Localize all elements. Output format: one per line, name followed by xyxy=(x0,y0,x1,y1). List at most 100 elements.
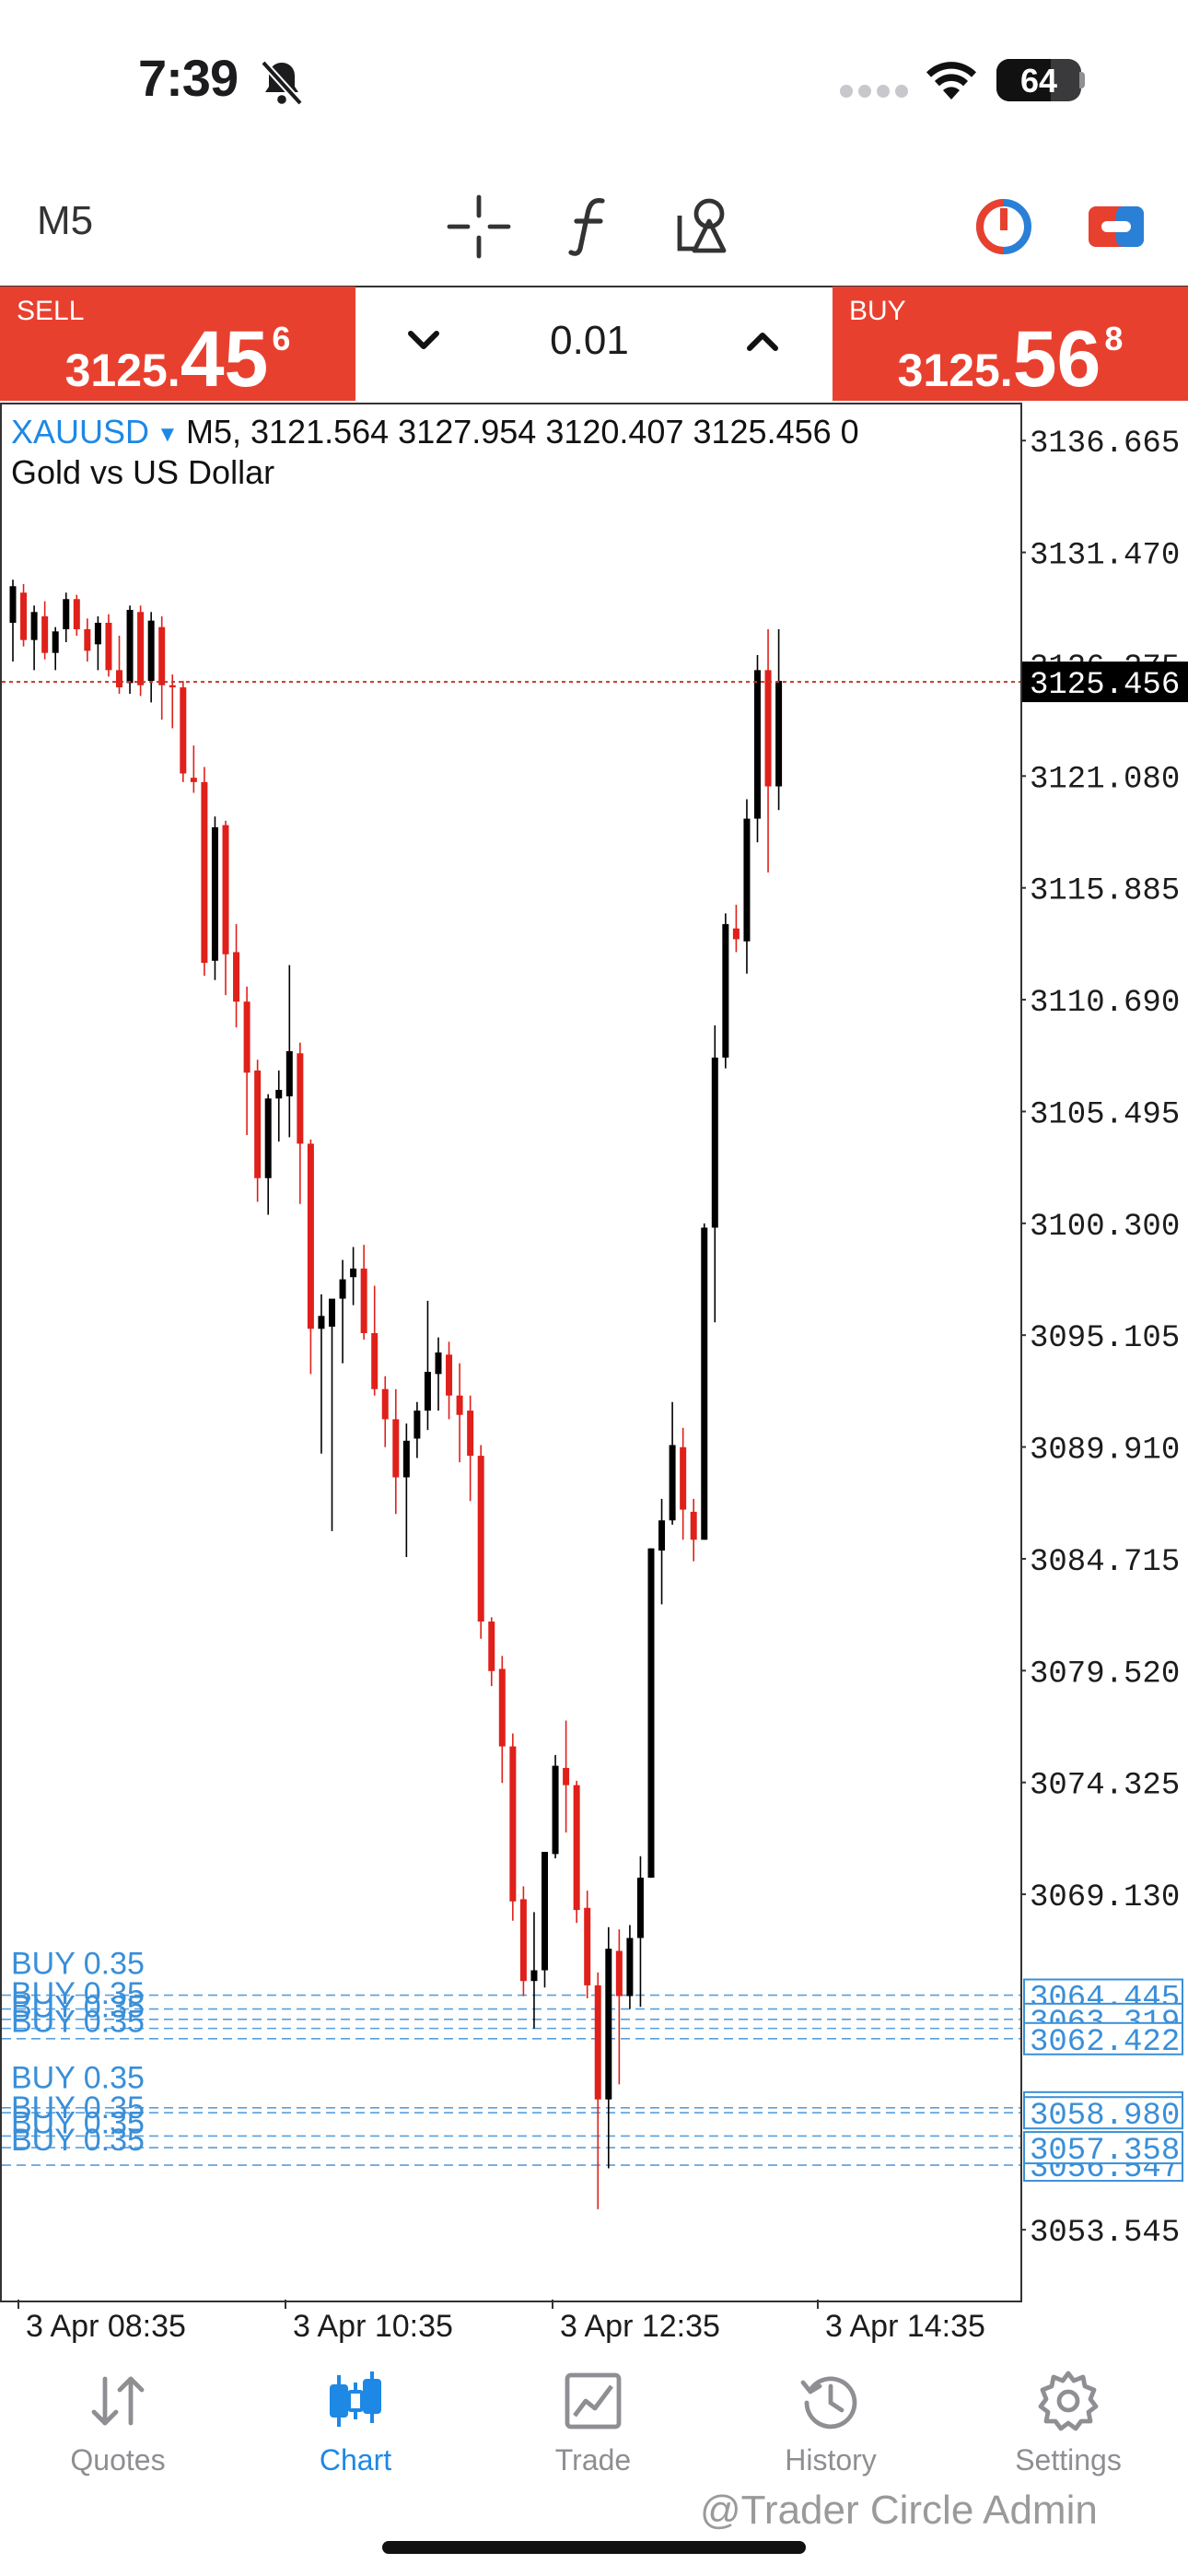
candle-body xyxy=(329,1298,335,1327)
sell-price: 3125.45 6 xyxy=(64,315,291,404)
buy-button[interactable]: BUY 3125.56 8 xyxy=(833,287,1188,404)
candle-body xyxy=(743,818,751,942)
y-tick-label: 3121.080 xyxy=(1030,762,1180,797)
watermark: @Trader Circle Admin xyxy=(700,2488,1098,2533)
status-time: 7:39 xyxy=(138,49,239,107)
candle-body xyxy=(424,1372,431,1411)
lot-size-value[interactable]: 0.01 xyxy=(550,318,629,363)
x-tick-label: 3 Apr 12:35 xyxy=(560,2309,720,2344)
order-price-box xyxy=(1023,2021,1183,2055)
candle-body xyxy=(137,612,145,685)
y-tick-label: 3110.690 xyxy=(1030,986,1180,1021)
candle-body xyxy=(542,1852,548,1971)
lot-decrease-icon[interactable] xyxy=(405,322,442,359)
order-label: BUY 0.35 xyxy=(11,2090,145,2125)
candle-body xyxy=(530,1970,538,1982)
home-indicator xyxy=(382,2541,806,2554)
candle-body xyxy=(467,1411,474,1457)
cellular-signal-icon xyxy=(840,85,914,102)
price-chart[interactable]: 3136.6653131.4703126.2753121.0803115.885… xyxy=(0,0,1188,2359)
candle-body xyxy=(94,622,101,645)
caret-down-icon[interactable]: ▼ xyxy=(157,422,179,447)
candle-body xyxy=(669,1445,676,1521)
candle-body xyxy=(381,1388,389,1420)
panel-divider xyxy=(0,286,1188,287)
one-click-trading-icon[interactable] xyxy=(1083,193,1149,260)
quotes-icon xyxy=(91,2376,145,2426)
symbol-selector[interactable]: XAUUSD xyxy=(11,413,150,451)
order-label: BUY 0.35 xyxy=(11,2105,145,2140)
candle-body xyxy=(615,1950,623,1996)
trade-icon xyxy=(565,2372,622,2430)
order-label: BUY 0.35 xyxy=(11,2123,145,2158)
order-label: BUY 0.35 xyxy=(11,1976,145,2011)
battery-indicator: 64 xyxy=(996,59,1081,101)
order-label: BUY 0.35 xyxy=(11,1989,145,2024)
y-tick-label: 3069.130 xyxy=(1030,1880,1180,1915)
candle-body xyxy=(350,1268,357,1278)
candle-body xyxy=(105,622,112,671)
candle-body xyxy=(711,1057,718,1228)
candle-body xyxy=(84,628,91,651)
chart-frame xyxy=(0,403,1022,2302)
candle-body xyxy=(158,626,166,685)
candle-body xyxy=(722,924,729,1058)
candle-body xyxy=(498,1669,506,1747)
candle-body xyxy=(690,1511,697,1540)
candle-body xyxy=(285,1050,293,1096)
candle-body xyxy=(477,1456,484,1622)
y-tick-label: 3079.520 xyxy=(1030,1657,1180,1692)
tab-settings[interactable]: Settings xyxy=(976,2368,1160,2477)
y-tick-label: 3084.715 xyxy=(1030,1545,1180,1580)
tab-chart[interactable]: Chart xyxy=(263,2368,448,2477)
tab-trade-label: Trade xyxy=(554,2443,632,2476)
order-price-label: 3058.980 xyxy=(1030,2099,1180,2134)
x-tick-label: 3 Apr 08:35 xyxy=(26,2309,186,2344)
candle-body xyxy=(180,687,187,774)
indicators-icon[interactable] xyxy=(558,193,624,260)
order-price-box xyxy=(1023,2096,1183,2130)
candle-body xyxy=(647,1548,655,1879)
candle-body xyxy=(147,620,155,682)
candle-body xyxy=(446,1354,453,1396)
candle-body xyxy=(563,1767,570,1786)
tab-history-label: History xyxy=(785,2443,877,2476)
candle-body xyxy=(371,1332,379,1389)
candle-body xyxy=(233,952,240,1002)
candle-body xyxy=(30,612,38,640)
tab-quotes-label: Quotes xyxy=(70,2443,166,2476)
candle-body xyxy=(605,1949,612,2100)
candle-body xyxy=(190,778,197,782)
y-tick-label: 3136.665 xyxy=(1030,427,1180,462)
candle-body xyxy=(392,1419,400,1478)
candle-body xyxy=(9,586,17,623)
candle-body xyxy=(435,1352,442,1375)
candle-body xyxy=(658,1520,666,1551)
order-price-box xyxy=(1023,2131,1183,2165)
candle-body xyxy=(626,1938,634,1996)
candle-body xyxy=(488,1622,495,1671)
tab-quotes[interactable]: Quotes xyxy=(26,2368,210,2477)
candle-body xyxy=(519,1899,527,1982)
tab-chart-label: Chart xyxy=(319,2443,392,2476)
sell-label: SELL xyxy=(17,296,85,326)
timeframe-selector[interactable]: M5 xyxy=(37,198,94,243)
battery-percent: 64 xyxy=(1019,62,1058,100)
candle-body xyxy=(52,631,59,653)
y-tick-label: 3074.325 xyxy=(1030,1769,1180,1804)
buy-label: BUY xyxy=(849,296,906,326)
candle-body xyxy=(318,1316,325,1329)
tab-trade[interactable]: Trade xyxy=(501,2368,685,2477)
tab-settings-label: Settings xyxy=(1015,2443,1122,2476)
symbol-description: Gold vs US Dollar xyxy=(11,453,275,491)
signals-icon[interactable] xyxy=(971,193,1037,260)
lot-increase-icon[interactable] xyxy=(744,322,781,359)
sell-button[interactable]: SELL 3125.45 6 xyxy=(0,287,355,404)
candle-body xyxy=(73,599,80,629)
y-tick-label: 3131.470 xyxy=(1030,539,1180,574)
candle-body xyxy=(509,1746,517,1902)
chart-icon xyxy=(330,2371,381,2427)
crosshair-icon[interactable] xyxy=(446,193,512,260)
tab-history[interactable]: History xyxy=(739,2368,923,2477)
objects-icon[interactable] xyxy=(672,193,739,260)
